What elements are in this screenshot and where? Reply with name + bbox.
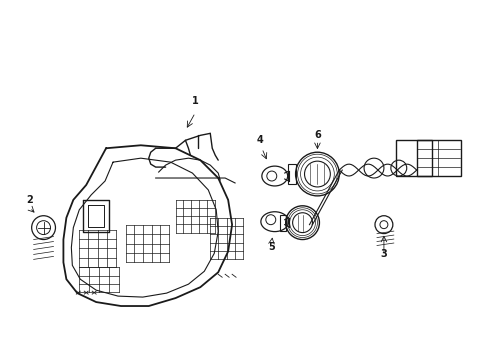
Text: 5: 5	[268, 243, 275, 252]
Bar	[287, 164, 295, 184]
Bar	[395, 140, 431, 176]
Text: 1: 1	[192, 96, 198, 105]
Text: 2: 2	[26, 195, 33, 205]
Text: 3: 3	[380, 249, 386, 260]
Text: 6: 6	[313, 130, 320, 140]
Text: 4: 4	[256, 135, 263, 145]
Bar	[279, 215, 285, 231]
Bar	[416, 140, 460, 176]
